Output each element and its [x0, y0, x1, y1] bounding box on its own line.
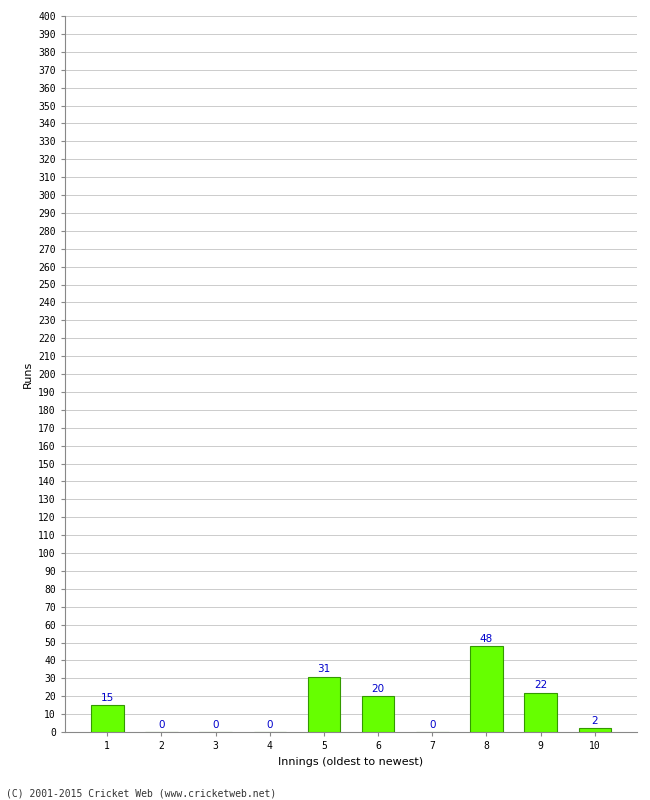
Text: 22: 22 — [534, 681, 547, 690]
Bar — [362, 696, 395, 732]
Y-axis label: Runs: Runs — [23, 360, 32, 388]
Text: 0: 0 — [213, 720, 219, 730]
Bar — [525, 693, 557, 732]
Text: 48: 48 — [480, 634, 493, 644]
Text: 15: 15 — [101, 693, 114, 703]
Text: 0: 0 — [266, 720, 273, 730]
Bar — [470, 646, 502, 732]
Text: 0: 0 — [429, 720, 436, 730]
X-axis label: Innings (oldest to newest): Innings (oldest to newest) — [278, 757, 424, 766]
Bar — [307, 677, 340, 732]
Text: (C) 2001-2015 Cricket Web (www.cricketweb.net): (C) 2001-2015 Cricket Web (www.cricketwe… — [6, 788, 277, 798]
Bar — [578, 729, 611, 732]
Text: 31: 31 — [317, 664, 331, 674]
Text: 2: 2 — [592, 716, 598, 726]
Text: 20: 20 — [372, 684, 385, 694]
Bar — [91, 705, 124, 732]
Text: 0: 0 — [158, 720, 164, 730]
